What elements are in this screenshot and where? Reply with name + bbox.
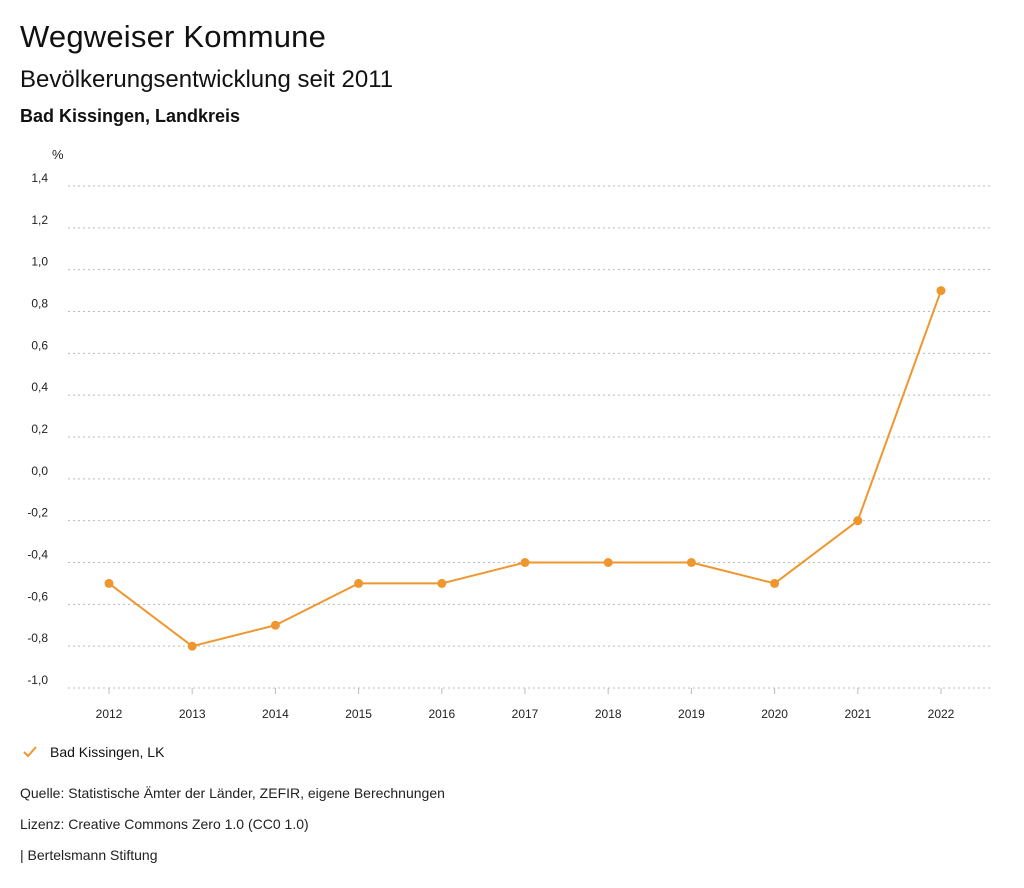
x-tick-label: 2016 [428, 707, 455, 721]
y-tick-label: 0,2 [31, 422, 48, 436]
y-tick-label: -1,0 [27, 673, 48, 687]
data-point [936, 286, 946, 296]
line-chart: % -1,0 -0,8 -0,6 -0,4 -0,2 0,0 0,2 0,4 0,6 0,8 1,0 1… [27, 147, 990, 721]
y-tick-label: 0,6 [31, 338, 48, 352]
y-tick-label: 1,4 [31, 171, 48, 185]
y-axis-label: % [52, 147, 64, 162]
y-tick-label: -0,2 [27, 506, 48, 520]
x-tick-label: 2022 [928, 707, 955, 721]
chart-subtitle: Bevölkerungsentwicklung seit 2011 [20, 66, 394, 93]
region-label: Bad Kissingen, Landkreis [20, 106, 241, 126]
page-title: Wegweiser Kommune [20, 19, 327, 54]
publisher-note: | Bertelsmann Stiftung [20, 847, 158, 863]
data-point [270, 620, 280, 630]
data-point [437, 578, 447, 588]
y-tick-label: 1,0 [31, 255, 48, 269]
y-tick-label: -0,8 [27, 631, 48, 645]
legend[interactable]: Bad Kissingen, LK [22, 744, 164, 760]
x-tick-label: 2019 [678, 707, 705, 721]
data-point [686, 558, 696, 567]
data-point [520, 558, 530, 567]
y-tick-label: 0,8 [31, 297, 48, 311]
source-note: Quelle: Statistische Ämter der Länder, Z… [20, 785, 445, 801]
y-tick-label: -0,6 [27, 589, 48, 603]
x-tick-label: 2012 [96, 707, 123, 721]
x-tick-label: 2017 [512, 707, 539, 721]
series-line [108, 290, 942, 648]
x-tick-label: 2018 [595, 707, 622, 721]
data-point [354, 578, 364, 588]
x-tick-label: 2020 [761, 707, 788, 721]
x-tick-label: 2015 [345, 707, 372, 721]
x-tick-label: 2021 [844, 707, 871, 721]
y-tick-label: -0,4 [27, 548, 48, 562]
y-tick-label: 1,2 [31, 213, 48, 227]
data-point [104, 578, 114, 588]
legend-label: Bad Kissingen, LK [50, 744, 165, 760]
data-point [187, 641, 197, 651]
license-note: Lizenz: Creative Commons Zero 1.0 (CC0 1… [20, 816, 309, 832]
y-tick-label: 0,4 [31, 380, 48, 394]
y-tick-label: 0,0 [31, 464, 48, 478]
data-point [770, 578, 780, 588]
check-icon [23, 746, 37, 758]
x-tick-label: 2014 [262, 707, 289, 721]
data-point [603, 558, 613, 567]
data-point [853, 516, 863, 526]
x-tick-label: 2013 [179, 707, 206, 721]
